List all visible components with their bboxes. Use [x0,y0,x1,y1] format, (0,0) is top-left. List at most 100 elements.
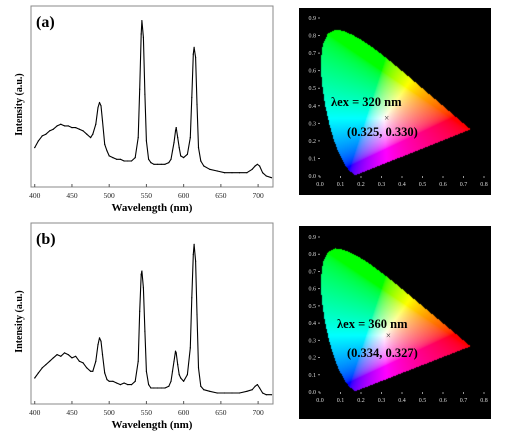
x-tick-label-400: 400 [29,191,41,200]
spectrum-point-b-35 [141,270,143,272]
cie-y-tick-label-a-3: 0.3 [309,121,317,127]
spectrum-point-b-30 [130,384,133,386]
cie-y-tick-label-a-6: 0.6 [309,69,317,75]
spectrum-point-a-23 [106,150,108,152]
cie-x-tick-label-a-5: 0.5 [419,182,427,188]
spectrum-point-a-3 [45,133,47,135]
spectrum-point-a-75 [262,172,264,174]
spectrum-point-b-8 [63,352,66,354]
spectrum-point-a-66 [216,170,218,172]
spectrum-point-a-77 [270,177,273,179]
spectrum-point-a-34 [140,33,142,35]
spectrum-point-a-16 [92,133,94,135]
spectrum-point-a-49 [174,130,177,132]
spectrum-point-a-68 [231,172,233,174]
spectrum-point-a-64 [203,165,205,167]
spectrum-point-a-69 [238,172,241,174]
spectrum-point-b-52 [178,374,180,376]
spectrum-point-b-60 [195,260,197,262]
spectrum-point-a-43 [160,163,162,165]
spectrum-point-a-14 [86,133,88,135]
cie-y-tick-label-a-0: 0.0 [309,174,317,180]
spectrum-point-a-46 [170,158,172,160]
spectrum-point-b-49 [174,350,177,352]
x-tick-label-450: 450 [66,191,78,200]
cie-y-tick-label-b-1: 0.1 [309,373,317,379]
spectrum-point-a-42 [157,163,159,165]
spectrum-point-b-39 [148,384,150,386]
spectrum-point-a-63 [200,160,202,162]
spectrum-point-b-58 [192,253,194,255]
cie-y-tick-label-b-0: 0.0 [309,390,317,396]
spectrum-point-b-4 [49,360,51,362]
spectrum-point-a-50 [175,127,177,129]
spectrum-point-a-76 [265,175,267,177]
spectrum-point-a-55 [186,153,188,155]
cie-y-tick-label-b-9: 0.9 [309,235,317,241]
cie-y-tick-label-a-1: 0.1 [309,156,317,162]
spectrum-point-a-17 [95,123,97,125]
spectrum-point-a-26 [116,158,118,160]
cie-x-tick-label-a-0: 0.0 [316,182,324,188]
cie-excitation-label-a: λex = 320 nm [331,95,402,109]
spectrum-point-a-11 [75,127,77,129]
spectrum-point-a-15 [90,137,92,139]
cie-y-tick-label-b-6: 0.6 [309,287,317,293]
x-tick-label-600: 600 [178,191,190,200]
spectrum-point-b-24 [108,380,110,382]
spectrum-point-b-72 [254,385,256,387]
cie-excitation-label-b: λex = 360 nm [337,317,408,331]
spectrum-point-a-52 [178,147,180,149]
spectrum-point-b-56 [189,347,191,349]
spectrum-point-a-47 [171,150,174,152]
spectrum-point-a-41 [153,163,155,165]
spectrum-point-b-50 [175,352,177,354]
spectrum-point-b-18 [97,344,99,346]
cie-y-tick-label-b-8: 0.8 [309,252,317,258]
spectrum-point-a-25 [112,157,114,159]
spectrum-point-b-33 [139,310,141,312]
spectrum-point-a-61 [196,103,198,105]
spectrum-point-a-31 [134,157,136,159]
spectrum-point-b-17 [95,360,97,362]
spectrum-line-b [34,243,272,396]
spectrum-point-b-32 [137,360,139,362]
cie-x-tick-label-b-7: 0.7 [460,398,468,404]
cie-y-tick-label-b-4: 0.4 [309,321,317,327]
cie-y-tick-label-b-2: 0.2 [309,356,317,362]
cie-x-tick-label-a-7: 0.7 [460,182,468,188]
cie-x-tick-label-b-8: 0.8 [480,398,488,404]
x-tick-label-500: 500 [104,408,116,417]
spectrum-point-b-74 [259,387,261,389]
spectrum-point-a-0 [34,147,36,149]
spectrum-point-a-6 [56,125,58,127]
spectrum-point-b-29 [127,384,129,386]
spectrum-point-b-37 [144,330,146,332]
spectrum-point-b-42 [157,387,159,389]
spectrum-point-a-58 [192,53,194,55]
spectrum-point-b-3 [45,364,47,366]
spectrum-point-a-48 [173,142,175,144]
x-tick-label-450: 450 [66,408,78,417]
cie-x-tick-label-b-2: 0.2 [357,398,365,404]
cie-x-tick-label-b-5: 0.5 [419,398,427,404]
y-axis-label-a: Intensity (a.u.) [14,73,25,136]
spectrum-point-b-51 [177,364,179,366]
spectrum-point-a-73 [256,163,258,165]
cie-x-tick-label-b-4: 0.4 [398,398,406,404]
spectrum-point-a-35 [141,20,143,22]
spectrum-point-a-32 [137,137,139,139]
cie-y-tick-label-b-7: 0.7 [309,269,317,275]
spectrum-point-b-54 [183,380,185,382]
spectrum-point-a-38 [145,140,147,142]
spectrum-point-b-40 [150,387,152,389]
spectrum-point-a-1 [37,140,40,142]
spectrum-point-b-16 [92,370,94,372]
spectrum-point-a-54 [183,157,185,159]
spectrum-point-b-22 [104,372,106,374]
cie-y-tick-label-a-5: 0.5 [309,86,317,92]
spectrum-point-b-65 [209,390,211,392]
spectrum-point-b-76 [265,394,267,396]
spectrum-chart-b: 400 450 500 550 600 650 700 Wavelength (nm) Inte… [14,222,274,431]
spectrum-point-b-5 [52,357,54,359]
